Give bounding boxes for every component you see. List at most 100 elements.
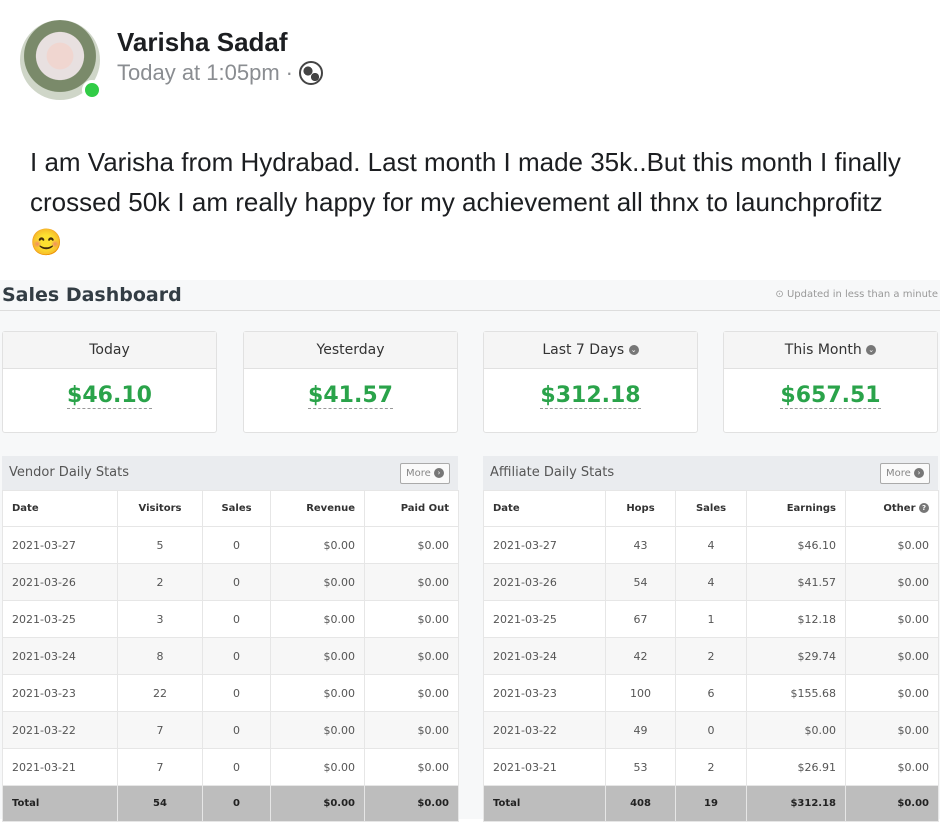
column-header[interactable]: Sales xyxy=(202,490,271,527)
table-cell: $0.00 xyxy=(845,637,939,675)
column-header[interactable]: Visitors xyxy=(117,490,203,527)
table-cell: 2021-03-24 xyxy=(483,637,606,675)
table-cell: 2021-03-22 xyxy=(483,711,606,749)
total-cell: Total xyxy=(483,785,606,822)
total-cell: Total xyxy=(2,785,118,822)
total-row: Total 54 0 $0.00 $0.00 xyxy=(2,785,459,822)
column-header-label: Other xyxy=(883,503,916,514)
table-cell: 2021-03-26 xyxy=(483,563,606,601)
vendor-more-button[interactable]: More › xyxy=(400,463,450,484)
column-header[interactable]: Paid Out xyxy=(364,490,459,527)
table-cell: $12.18 xyxy=(746,600,846,638)
column-header[interactable]: Hops xyxy=(605,490,676,527)
stat-card-header: Today xyxy=(3,332,216,369)
stat-card-header[interactable]: Last 7 Days ⌄ xyxy=(484,332,697,369)
table-cell: $0.00 xyxy=(270,563,365,601)
table-cell: 0 xyxy=(202,563,271,601)
table-cell: 4 xyxy=(675,526,747,564)
help-icon[interactable]: ? xyxy=(919,503,929,513)
table-cell: 4 xyxy=(675,563,747,601)
table-row: 2021-03-22 7 0 $0.00 $0.00 xyxy=(2,711,459,749)
table-cell: 3 xyxy=(117,600,203,638)
total-cell: 19 xyxy=(675,785,747,822)
chevron-down-icon[interactable]: ⌄ xyxy=(628,345,639,355)
table-cell: $0.00 xyxy=(364,674,459,712)
column-header[interactable]: Earnings xyxy=(746,490,846,527)
table-cell: 5 xyxy=(117,526,203,564)
table-cell: 2021-03-24 xyxy=(2,637,118,675)
table-cell: 54 xyxy=(605,563,676,601)
table-cell: 1 xyxy=(675,600,747,638)
table-cell: 2021-03-25 xyxy=(483,600,606,638)
stat-card-label: Last 7 Days xyxy=(542,342,625,358)
sales-dashboard-image: Sales Dashboard ⊙ Updated in less than a… xyxy=(0,280,940,822)
table-cell: $0.00 xyxy=(270,600,365,638)
chevron-down-icon[interactable]: ⌄ xyxy=(866,345,877,355)
table-row: 2021-03-25 67 1 $12.18 $0.00 xyxy=(483,600,939,638)
total-cell: 0 xyxy=(202,785,271,822)
table-row: 2021-03-23 100 6 $155.68 $0.00 xyxy=(483,674,939,712)
column-header[interactable]: Other ? xyxy=(845,490,939,527)
table-cell: $0.00 xyxy=(364,637,459,675)
table-cell: $46.10 xyxy=(746,526,846,564)
table-row: 2021-03-21 7 0 $0.00 $0.00 xyxy=(2,748,459,786)
table-cell: 2 xyxy=(675,637,747,675)
column-header-label: Earnings xyxy=(786,503,836,514)
more-label: More xyxy=(886,468,911,479)
table-row: 2021-03-25 3 0 $0.00 $0.00 xyxy=(2,600,459,638)
stat-card-0: Today $46.10 xyxy=(2,331,217,433)
chevron-right-icon: › xyxy=(914,468,924,478)
column-header[interactable]: Revenue xyxy=(270,490,365,527)
table-cell: 0 xyxy=(202,748,271,786)
table-cell: 0 xyxy=(202,637,271,675)
table-cell: 6 xyxy=(675,674,747,712)
table-cell: 2021-03-21 xyxy=(483,748,606,786)
more-label: More xyxy=(406,468,431,479)
column-header[interactable]: Sales xyxy=(675,490,747,527)
globe-icon[interactable] xyxy=(299,61,323,85)
table-cell: $0.00 xyxy=(270,711,365,749)
column-header-label: Revenue xyxy=(306,503,355,514)
table-cell: $0.00 xyxy=(364,526,459,564)
column-header-label: Sales xyxy=(221,503,252,514)
stat-card-value[interactable]: $46.10 xyxy=(67,383,152,409)
stat-card-value[interactable]: $41.57 xyxy=(308,383,393,409)
table-cell: $29.74 xyxy=(746,637,846,675)
table-cell: 2021-03-25 xyxy=(2,600,118,638)
stat-card-value[interactable]: $657.51 xyxy=(780,383,881,409)
affiliate-more-button[interactable]: More › xyxy=(880,463,930,484)
table-row: 2021-03-24 42 2 $29.74 $0.00 xyxy=(483,637,939,675)
table-cell: $0.00 xyxy=(845,563,939,601)
table-cell: 2021-03-21 xyxy=(2,748,118,786)
table-cell: 43 xyxy=(605,526,676,564)
vendor-stats-table: Date Visitors Sales Revenue Paid Out 2021-03-… xyxy=(2,490,459,822)
table-cell: $0.00 xyxy=(364,563,459,601)
column-header[interactable]: Date xyxy=(483,490,606,527)
column-header[interactable]: Date xyxy=(2,490,118,527)
table-cell: 0 xyxy=(202,711,271,749)
chevron-right-icon: › xyxy=(434,468,444,478)
table-cell: 67 xyxy=(605,600,676,638)
author-name[interactable]: Varisha Sadaf xyxy=(117,27,288,57)
table-cell: $0.00 xyxy=(845,674,939,712)
total-cell: $0.00 xyxy=(845,785,939,822)
table-cell: $155.68 xyxy=(746,674,846,712)
stat-card-value[interactable]: $312.18 xyxy=(540,383,641,409)
table-cell: 7 xyxy=(117,748,203,786)
table-cell: $0.00 xyxy=(746,711,846,749)
post-time[interactable]: Today at 1:05pm xyxy=(117,60,280,85)
table-cell: $0.00 xyxy=(270,748,365,786)
total-cell: 408 xyxy=(605,785,676,822)
table-cell: 42 xyxy=(605,637,676,675)
table-cell: 49 xyxy=(605,711,676,749)
total-cell: $312.18 xyxy=(746,785,846,822)
table-cell: $0.00 xyxy=(845,600,939,638)
table-cell: 0 xyxy=(202,674,271,712)
stat-card-label: Today xyxy=(89,342,130,358)
table-cell: 2021-03-23 xyxy=(2,674,118,712)
table-row: 2021-03-21 53 2 $26.91 $0.00 xyxy=(483,748,939,786)
stat-card-header: Yesterday xyxy=(244,332,457,369)
stat-card-header[interactable]: This Month ⌄ xyxy=(724,332,937,369)
column-header-label: Hops xyxy=(626,503,655,514)
dashboard-title: Sales Dashboard xyxy=(2,284,182,306)
